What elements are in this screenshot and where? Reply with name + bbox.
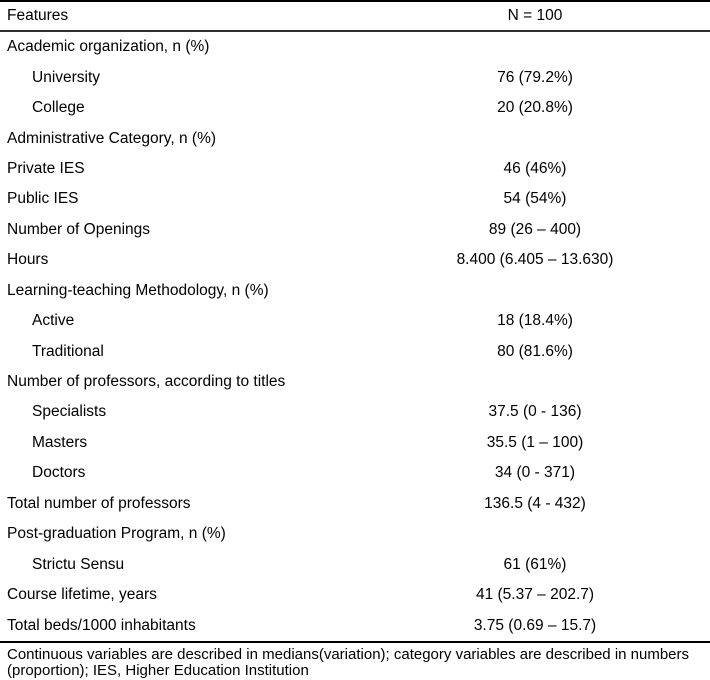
row-label: Masters [32, 433, 88, 451]
row-value: 3.75 (0.69 – 15.7) [473, 616, 597, 634]
row-value: 61 (61%) [503, 555, 567, 573]
row-value: 76 (79.2%) [497, 68, 573, 86]
table-header-row: Features N = 100 [0, 2, 710, 30]
bottom-rule [0, 640, 710, 643]
row-label: Post-graduation Program, n (%) [7, 525, 226, 543]
row-value: 35.5 (1 – 100) [486, 433, 584, 451]
column-header-n: N = 100 [507, 7, 563, 24]
row-label: Hours [7, 251, 49, 269]
table-row: Total beds/1000 inhabitants 3.75 (0.69 –… [0, 610, 710, 640]
table-row: Private IES 46 (46%) [0, 154, 710, 184]
row-value: 54 (54%) [503, 190, 567, 208]
table-row: Strictu Sensu 61 (61%) [0, 549, 710, 579]
row-label: Number of professors, according to title… [7, 373, 286, 391]
row-label: Private IES [7, 159, 85, 177]
table-row: Public IES 54 (54%) [0, 184, 710, 214]
table-footnote: Continuous variables are described in me… [7, 645, 690, 680]
top-rule [0, 0, 710, 2]
row-value: 34 (0 - 371) [494, 464, 576, 482]
row-label: Traditional [32, 342, 104, 360]
table-row: Hours 8.400 (6.405 – 13.630) [0, 245, 710, 275]
row-label: Active [32, 312, 75, 330]
table-row: Academic organization, n (%) [0, 32, 710, 62]
header-rule [0, 30, 710, 32]
table-row: Active 18 (18.4%) [0, 306, 710, 336]
row-label: Academic organization, n (%) [7, 38, 210, 56]
table-row: Post-graduation Program, n (%) [0, 519, 710, 549]
row-label: Total beds/1000 inhabitants [7, 616, 196, 634]
row-label: Specialists [32, 403, 107, 421]
row-label: Doctors [32, 464, 86, 482]
row-label: Learning-teaching Methodology, n (%) [7, 281, 269, 299]
table-row: Learning-teaching Methodology, n (%) [0, 276, 710, 306]
table-row: Specialists 37.5 (0 - 136) [0, 397, 710, 427]
table-row: Number of professors, according to title… [0, 367, 710, 397]
row-value: 37.5 (0 - 136) [488, 403, 582, 421]
table-row: Masters 35.5 (1 – 100) [0, 428, 710, 458]
row-label: Course lifetime, years [7, 586, 157, 604]
row-value: 46 (46%) [503, 159, 567, 177]
row-value: 20 (20.8%) [497, 99, 573, 117]
table-row: Course lifetime, years 41 (5.37 – 202.7) [0, 580, 710, 610]
table-row: Number of Openings 89 (26 – 400) [0, 215, 710, 245]
table-row: Administrative Category, n (%) [0, 123, 710, 153]
row-value: 8.400 (6.405 – 13.630) [456, 251, 614, 269]
table-row: Doctors 34 (0 - 371) [0, 458, 710, 488]
row-label: Administrative Category, n (%) [7, 129, 217, 147]
row-value: 80 (81.6%) [497, 342, 573, 360]
row-label: Strictu Sensu [32, 555, 125, 573]
row-value: 18 (18.4%) [497, 312, 573, 330]
table-row: Traditional 80 (81.6%) [0, 336, 710, 366]
row-label: Public IES [7, 190, 79, 208]
table-row: College 20 (20.8%) [0, 93, 710, 123]
row-label: University [32, 68, 101, 86]
row-label: Number of Openings [7, 220, 151, 238]
row-value: 136.5 (4 - 432) [484, 494, 586, 512]
column-header-features: Features [7, 7, 69, 24]
row-value: 89 (26 – 400) [488, 220, 582, 238]
row-label: College [32, 99, 85, 117]
row-value: 41 (5.37 – 202.7) [475, 586, 595, 604]
table-row: University 76 (79.2%) [0, 62, 710, 92]
table-body: Academic organization, n (%) University … [0, 32, 710, 641]
row-label: Total number of professors [7, 494, 191, 512]
table-row: Total number of professors 136.5 (4 - 43… [0, 489, 710, 519]
